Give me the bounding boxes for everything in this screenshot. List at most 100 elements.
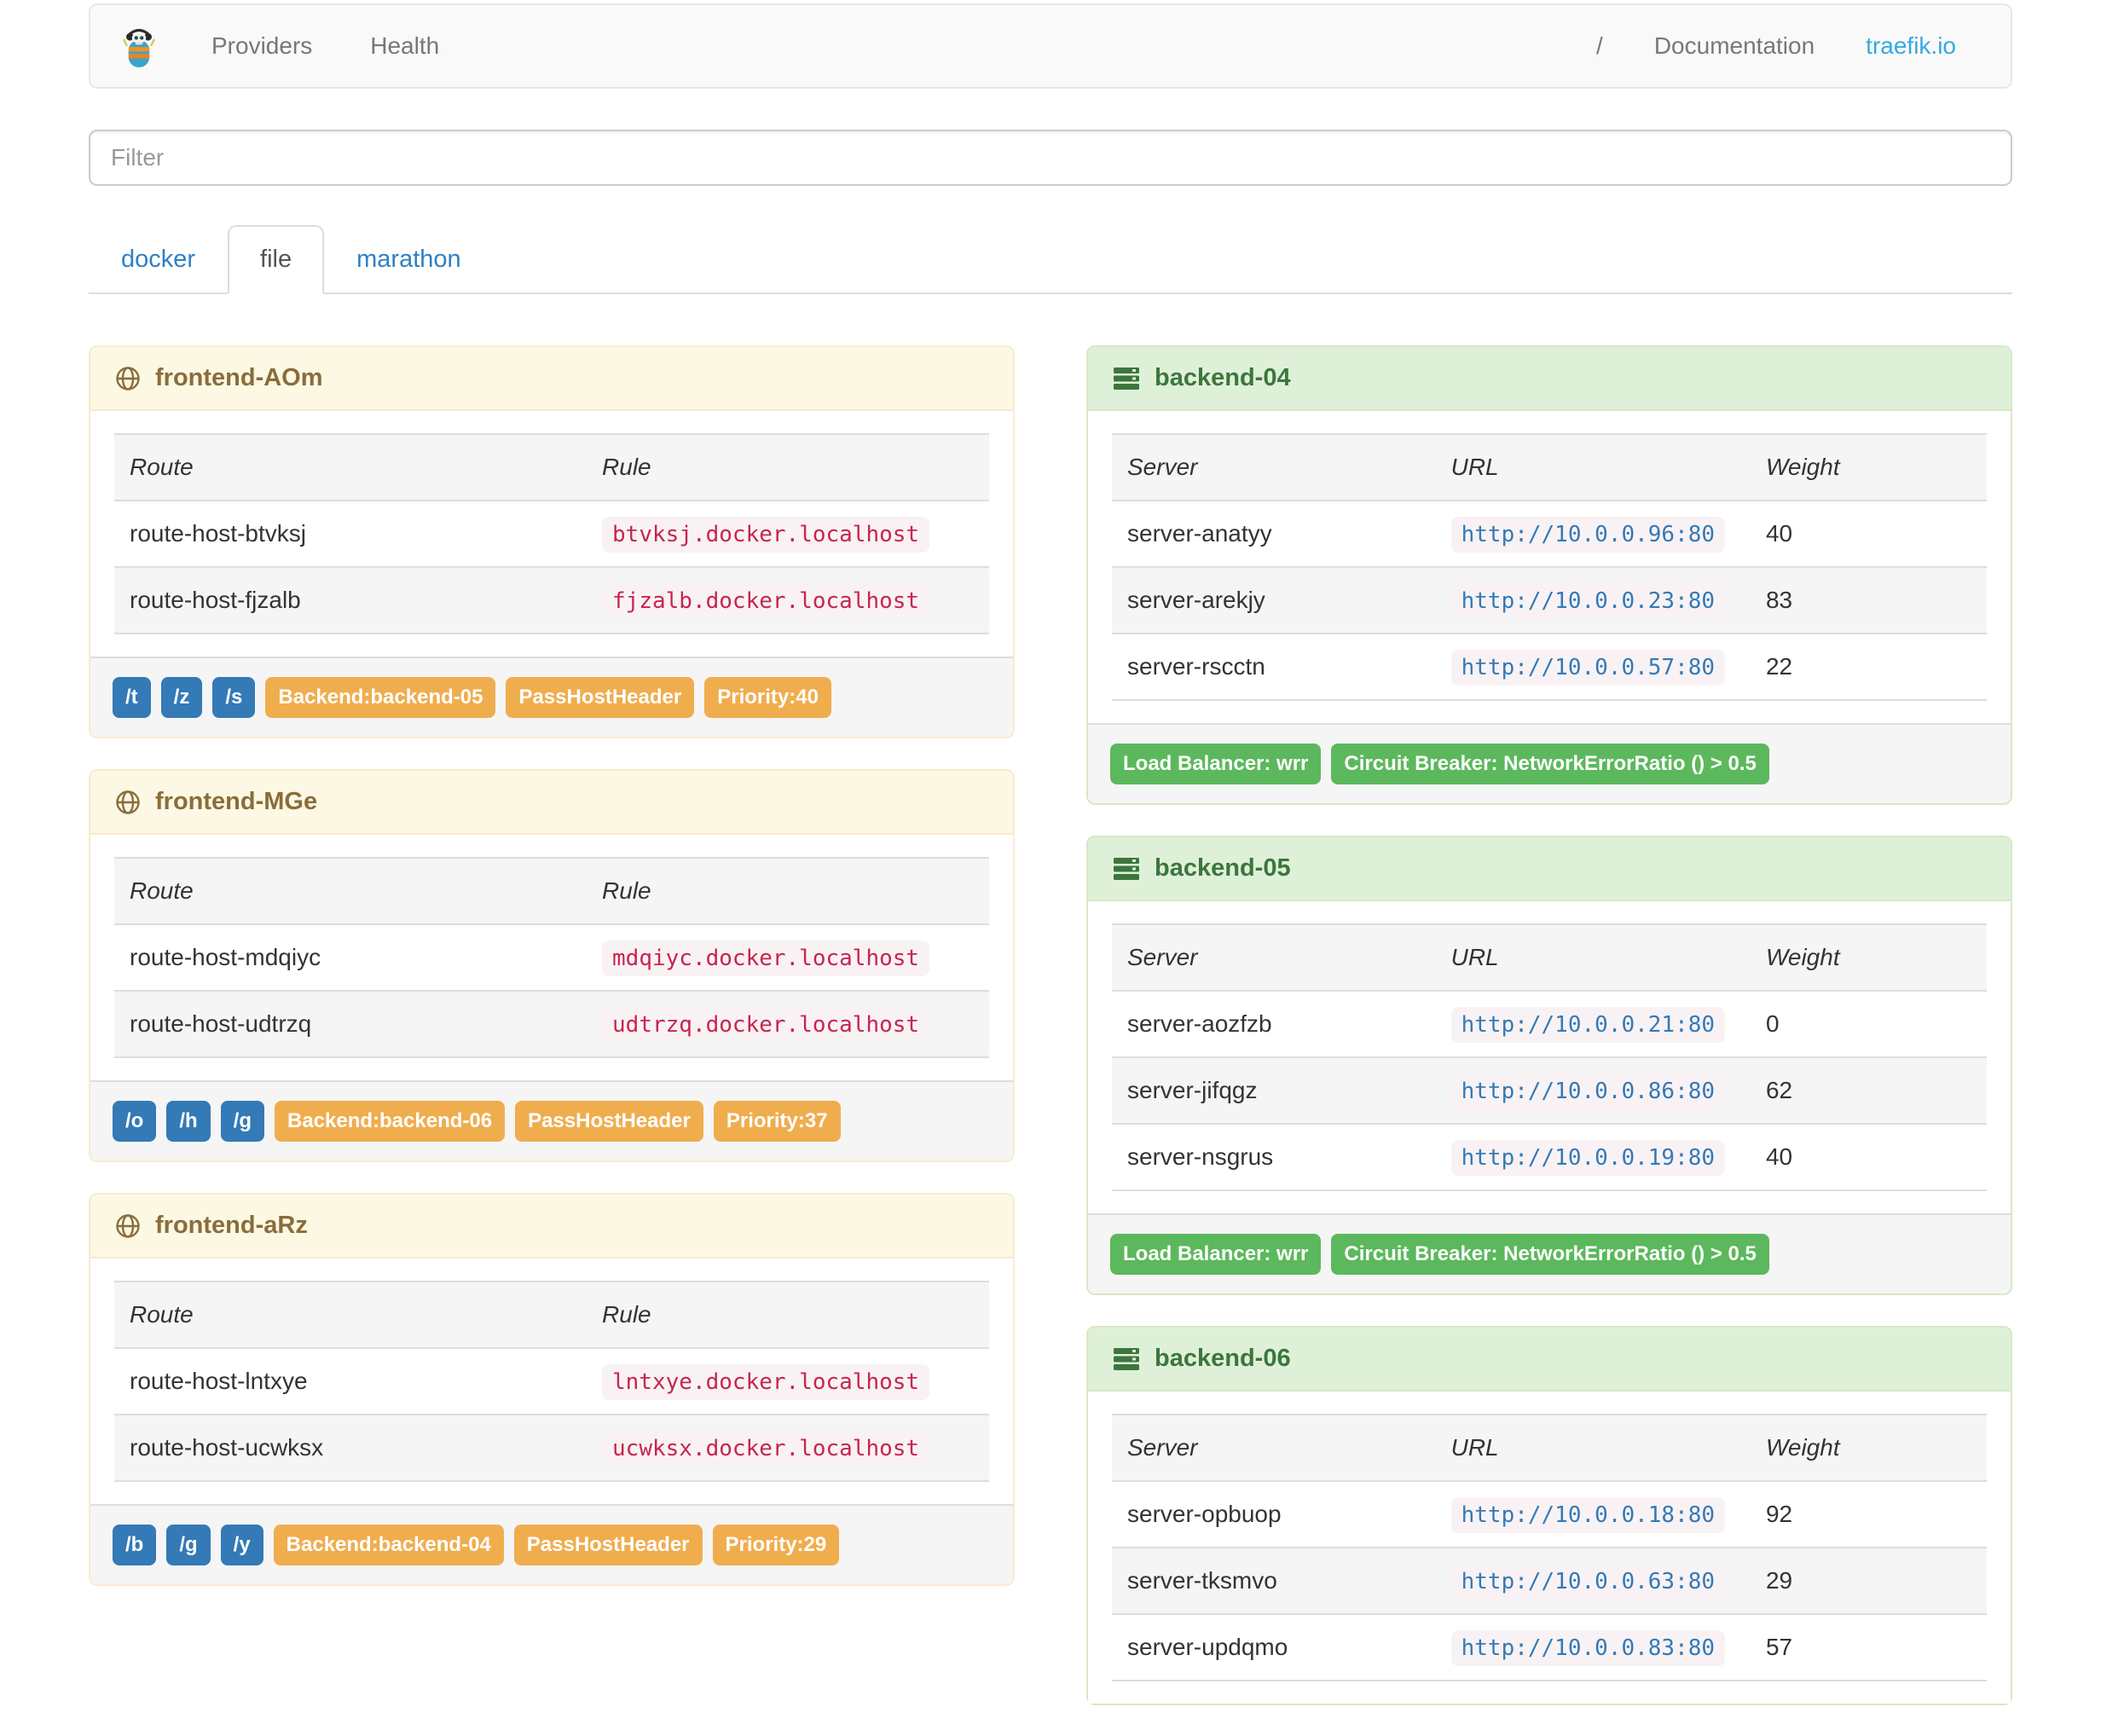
server-url-value: http://10.0.0.21:80 (1450, 1007, 1726, 1043)
entrypoint-badge: /h (166, 1101, 211, 1142)
entrypoint-badge: /y (220, 1525, 263, 1565)
table-row: server-tksmvo http://10.0.0.63:80 29 (1112, 1547, 1987, 1615)
column-header-rule: Rule (587, 857, 989, 925)
server-name-cell: server-arekjy (1112, 566, 1436, 634)
server-weight-cell: 22 (1750, 633, 1987, 701)
rule-cell: fjzalb.docker.localhost (587, 566, 989, 634)
table-row: server-opbuop http://10.0.0.18:80 92 (1112, 1480, 1987, 1548)
column-header-weight: Weight (1750, 433, 1987, 501)
panel-footer: /t/z/s Backend:backend-05 PassHostHeader Pr… (90, 657, 1013, 737)
table-row: route-host-mdqiyc mdqiyc.docker.localhost (114, 923, 989, 992)
nav-item-health[interactable]: Health (370, 32, 440, 59)
entrypoint-badge: /b (113, 1525, 157, 1565)
nav-item-traefik-io[interactable]: traefik.io (1866, 32, 1956, 59)
route-name-cell: route-host-lntxye (114, 1347, 587, 1415)
table-header-row: Server URL Weight (1112, 433, 1987, 501)
frontend-MGe-panel: frontend-MGe Route Rule route-host-mdqiyc md… (89, 769, 1015, 1162)
server-name-cell: server-aozfzb (1112, 990, 1436, 1058)
server-url-value: http://10.0.0.57:80 (1450, 650, 1726, 686)
nav-item-providers[interactable]: Providers (211, 32, 313, 59)
frontend-table: Route Rule route-host-lntxye lntxye.docker.… (114, 1281, 989, 1482)
panel-footer: /b/g/y Backend:backend-04 PassHostHeader Pr… (90, 1504, 1013, 1584)
rule-value: udtrzq.docker.localhost (602, 1007, 930, 1043)
panel-heading: backend-05 (1088, 837, 2011, 901)
column-header-server: Server (1112, 1414, 1436, 1482)
route-name-cell: route-host-fjzalb (114, 566, 587, 634)
backend-ref-badge: Backend:backend-06 (274, 1101, 506, 1142)
rule-value: btvksj.docker.localhost (602, 517, 930, 553)
frontends-column: frontend-AOm Route Rule route-host-btvksj bt… (89, 345, 1015, 1617)
table-row: route-host-fjzalb fjzalb.docker.localhost (114, 566, 989, 634)
rule-cell: mdqiyc.docker.localhost (587, 923, 989, 992)
provider-tabs: docker file marathon (89, 225, 2012, 294)
column-header-route: Route (114, 1281, 587, 1349)
panel-body: Server URL Weight server-aozfzb http://10.0.… (1088, 901, 2011, 1213)
rule-value: mdqiyc.docker.localhost (602, 940, 930, 976)
entrypoint-badge: /s (212, 677, 256, 718)
frontend-table: Route Rule route-host-btvksj btvksj.docker.… (114, 433, 989, 634)
panel-title: frontend-MGe (155, 788, 318, 815)
route-name-cell: route-host-btvksj (114, 500, 587, 568)
table-row: route-host-lntxye lntxye.docker.localhost (114, 1347, 989, 1415)
rule-cell: btvksj.docker.localhost (587, 500, 989, 568)
server-url-cell: http://10.0.0.23:80 (1435, 566, 1751, 634)
server-url-value: http://10.0.0.83:80 (1450, 1630, 1726, 1666)
column-header-rule: Rule (587, 433, 989, 501)
circuit-breaker-badge: Circuit Breaker: NetworkErrorRatio () > … (1331, 744, 1769, 784)
page-container: Providers Health / Documentation traefik… (89, 3, 2012, 1736)
server-url-cell: http://10.0.0.86:80 (1435, 1056, 1751, 1125)
column-header-url: URL (1435, 433, 1751, 501)
backend-table: Server URL Weight server-aozfzb http://10.0.… (1112, 923, 1987, 1191)
server-weight-cell: 83 (1750, 566, 1987, 634)
panel-body: Route Rule route-host-lntxye lntxye.docker.… (90, 1259, 1013, 1504)
table-row: server-arekjy http://10.0.0.23:80 83 (1112, 566, 1987, 634)
rule-value: lntxye.docker.localhost (602, 1364, 930, 1400)
panel-heading: backend-04 (1088, 347, 2011, 411)
panel-title: backend-05 (1155, 854, 1291, 882)
table-row: server-updqmo http://10.0.0.83:80 57 (1112, 1613, 1987, 1681)
load-balancer-badge: Load Balancer: wrr (1110, 744, 1322, 784)
globe-icon (114, 1212, 142, 1240)
filter-section (89, 130, 2012, 186)
priority-badge: Priority:29 (712, 1525, 840, 1565)
server-url-cell: http://10.0.0.83:80 (1435, 1613, 1751, 1681)
server-weight-cell: 29 (1750, 1547, 1987, 1615)
backend-ref-badge: Backend:backend-05 (265, 677, 496, 718)
server-weight-cell: 57 (1750, 1613, 1987, 1681)
table-header-row: Route Rule (114, 1281, 989, 1349)
priority-badge: Priority:37 (713, 1101, 841, 1142)
rule-value: fjzalb.docker.localhost (602, 583, 930, 619)
frontend-table: Route Rule route-host-mdqiyc mdqiyc.docker.… (114, 857, 989, 1058)
server-url-value: http://10.0.0.19:80 (1450, 1140, 1726, 1176)
panel-heading: backend-06 (1088, 1328, 2011, 1392)
tab-docker[interactable]: docker (121, 246, 196, 273)
server-name-cell: server-opbuop (1112, 1480, 1436, 1548)
server-name-cell: server-updqmo (1112, 1613, 1436, 1681)
panel-footer: Load Balancer: wrr Circuit Breaker: Netwo… (1088, 723, 2011, 803)
table-row: server-anatyy http://10.0.0.96:80 40 (1112, 500, 1987, 568)
tab-file[interactable]: file (228, 225, 325, 294)
passhostheader-badge: PassHostHeader (506, 677, 695, 718)
column-header-weight: Weight (1750, 923, 1987, 992)
table-header-row: Server URL Weight (1112, 1414, 1987, 1482)
frontend-aRz-panel: frontend-aRz Route Rule route-host-lntxye ln… (89, 1193, 1015, 1586)
rule-cell: ucwksx.docker.localhost (587, 1414, 989, 1482)
filter-input[interactable] (89, 130, 2012, 186)
table-row: server-nsgrus http://10.0.0.19:80 40 (1112, 1123, 1987, 1191)
panel-body: Route Rule route-host-mdqiyc mdqiyc.docker.… (90, 835, 1013, 1080)
priority-badge: Priority:40 (704, 677, 831, 718)
panel-title: backend-04 (1155, 364, 1291, 391)
panel-title: frontend-aRz (155, 1212, 308, 1239)
traefik-logo[interactable] (90, 24, 182, 68)
table-row: route-host-ucwksx ucwksx.docker.localhost (114, 1414, 989, 1482)
nav-item-slash[interactable]: / (1596, 32, 1603, 59)
column-header-route: Route (114, 857, 587, 925)
server-url-value: http://10.0.0.86:80 (1450, 1073, 1726, 1109)
backend-06-panel: backend-06 Server URL Weight server-opbuop ht… (1086, 1326, 2012, 1705)
nav-item-documentation[interactable]: Documentation (1653, 32, 1815, 59)
panel-title: frontend-AOm (155, 364, 323, 391)
server-name-cell: server-tksmvo (1112, 1547, 1436, 1615)
entrypoint-badge: /t (113, 677, 151, 718)
tab-marathon[interactable]: marathon (356, 246, 461, 273)
panel-body: Route Rule route-host-btvksj btvksj.docker.… (90, 411, 1013, 657)
